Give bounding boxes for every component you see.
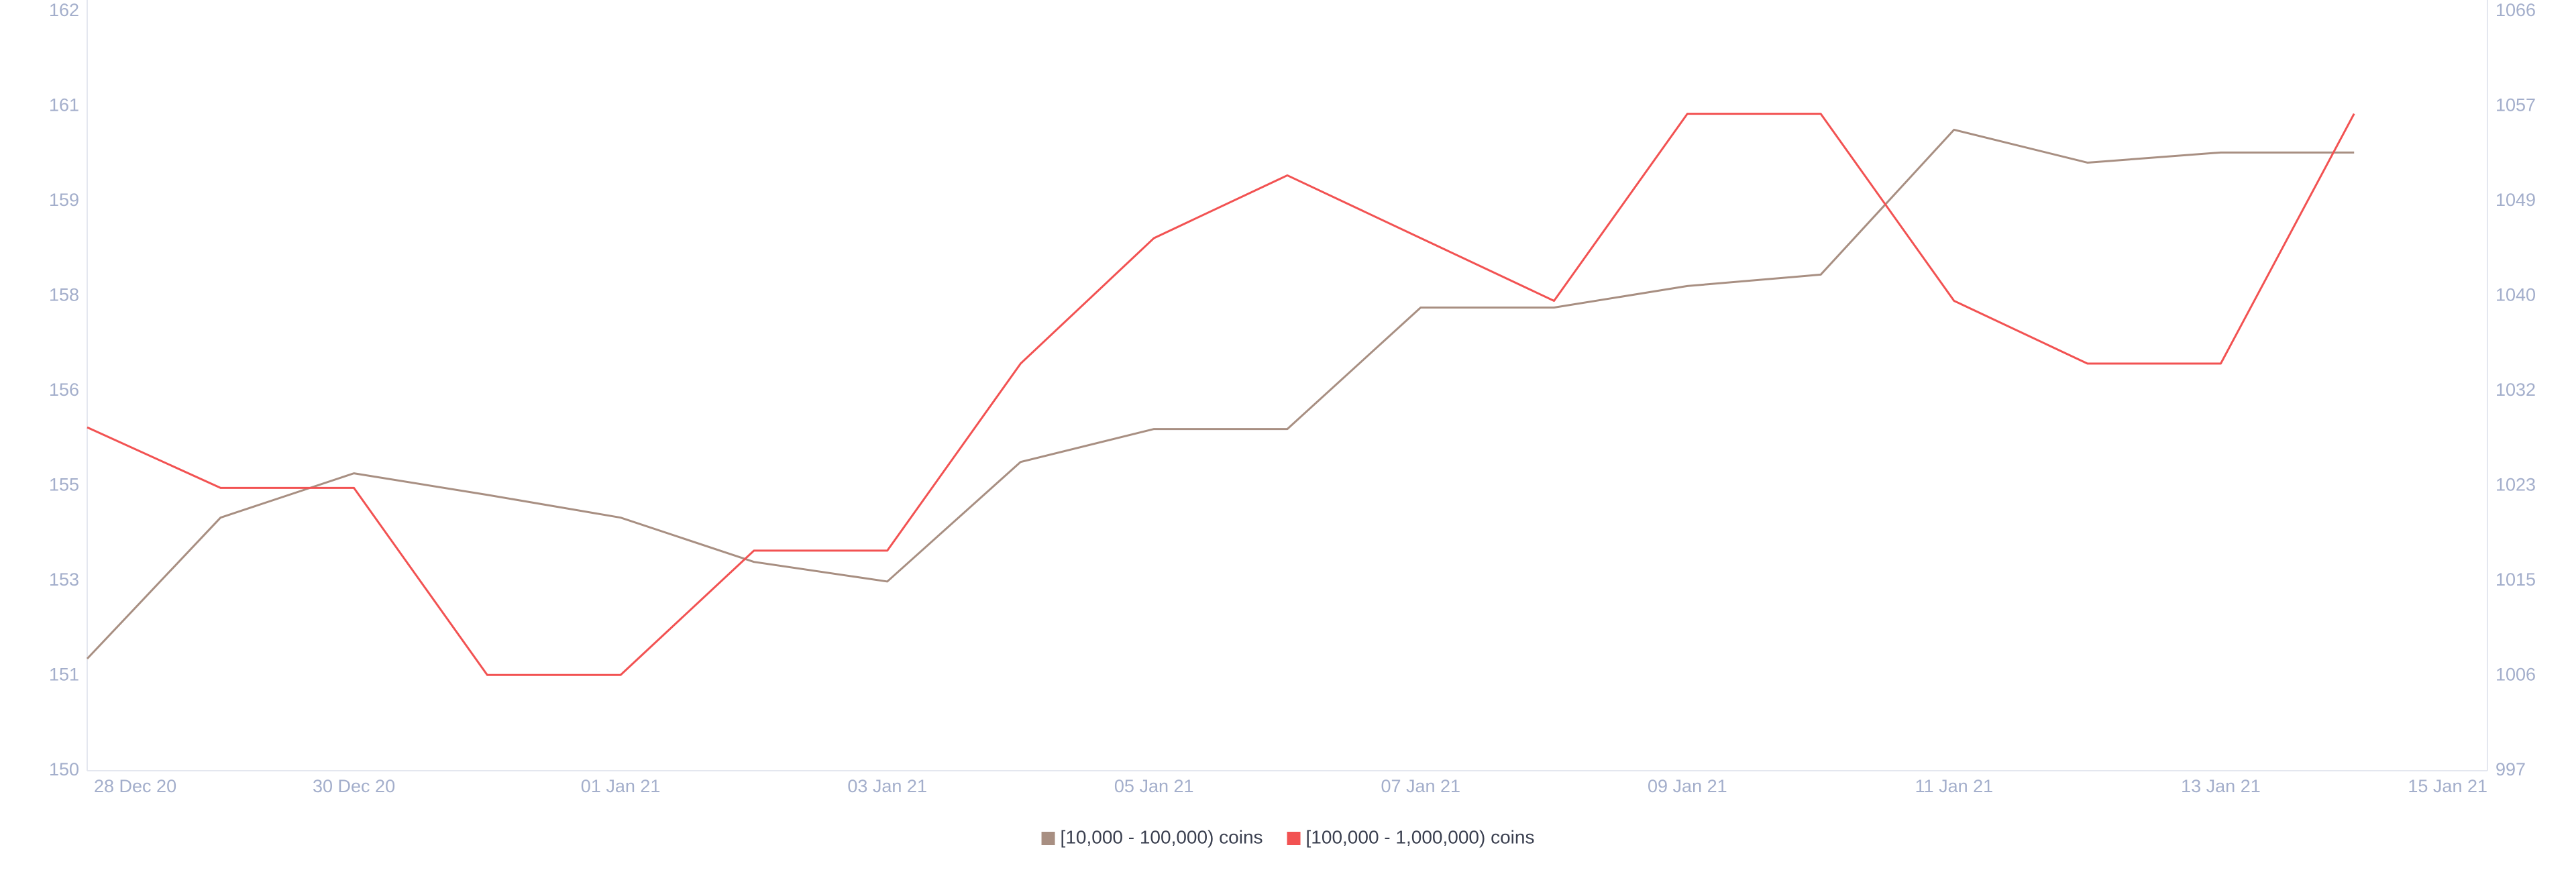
series-line [87,113,2355,676]
x-tick-label: 09 Jan 21 [1648,776,1727,796]
y-tick-label: 151 [49,665,79,685]
y-tick-label: 162 [49,0,79,20]
legend-swatch [1041,832,1055,845]
x-tick-label: 05 Jan 21 [1114,776,1194,796]
x-tick-label: 28 Dec 20 [94,776,176,796]
y2-tick-label: 1057 [2496,95,2536,115]
x-tick-label: 11 Jan 21 [1915,776,1994,796]
y-tick-label: 156 [49,380,79,400]
y2-tick-label: 1015 [2496,569,2536,590]
legend-swatch [1287,832,1301,845]
y2-tick-label: 1066 [2496,0,2536,20]
x-tick-label: 01 Jan 21 [581,776,661,796]
x-tick-label: 15 Jan 21 [2408,776,2487,796]
y2-tick-label: 997 [2496,759,2526,779]
y2-tick-label: 1023 [2496,475,2536,495]
y2-tick-label: 1006 [2496,665,2536,685]
y-tick-label: 150 [49,759,79,779]
y2-tick-label: 1040 [2496,285,2536,305]
y-tick-label: 158 [49,285,79,305]
x-tick-label: 13 Jan 21 [2181,776,2261,796]
series-line [86,128,2355,660]
x-tick-label: 03 Jan 21 [847,776,927,796]
x-tick-label: 30 Dec 20 [313,776,395,796]
y2-tick-label: 1032 [2496,380,2536,400]
y-tick-label: 153 [49,569,79,590]
y-tick-label: 159 [49,190,79,210]
legend-label: [100,000 - 1,000,000) coins [1306,826,1535,847]
y2-tick-label: 1049 [2496,190,2536,210]
x-tick-label: 07 Jan 21 [1381,776,1460,796]
y-tick-label: 161 [49,95,79,115]
y-tick-label: 155 [49,475,79,495]
legend-label: [10,000 - 100,000) coins [1061,826,1263,847]
